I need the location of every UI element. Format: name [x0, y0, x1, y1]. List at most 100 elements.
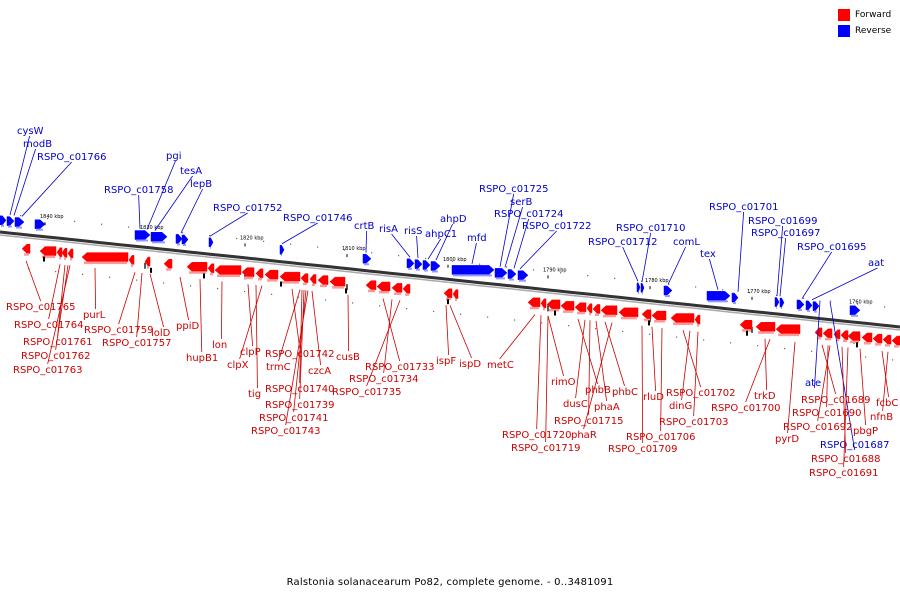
- forward-gene-label: ppiD: [176, 321, 199, 332]
- forward-gene-shadow: [843, 339, 847, 343]
- grid-dot: [244, 290, 246, 293]
- reverse-gene-shadow: [638, 291, 639, 294]
- forward-leader-line: [817, 345, 831, 422]
- forward-leader-line: [285, 290, 309, 426]
- reverse-gene: [494, 268, 508, 278]
- forward-gene-label: czcA: [308, 366, 331, 377]
- forward-gene-shadow: [817, 336, 821, 340]
- grid-dot: [101, 223, 103, 225]
- reverse-leader-line: [416, 235, 419, 259]
- forward-gene: [21, 243, 31, 254]
- reverse-gene-label: RSPO_c01695: [797, 242, 867, 253]
- reverse-gene: [805, 300, 813, 311]
- reverse-gene-label: RSPO_c01746: [283, 213, 353, 224]
- position-marker: [203, 273, 205, 279]
- forward-gene-label: lolD: [151, 328, 171, 339]
- reverse-leader-line: [9, 135, 30, 216]
- forward-leader-line: [247, 284, 253, 347]
- forward-leader-line: [588, 320, 591, 416]
- forward-leader-line: [575, 319, 586, 399]
- forward-gene: [739, 319, 753, 330]
- reverse-gene: [779, 297, 785, 308]
- grid-dot: [182, 232, 184, 234]
- reverse-gene-shadow: [177, 243, 180, 246]
- grid-dot: [857, 303, 859, 305]
- forward-gene-shadow: [836, 338, 839, 342]
- forward-gene-shadow: [320, 284, 327, 288]
- grid-dot: [514, 319, 516, 321]
- forward-leader-line: [843, 347, 849, 468]
- forward-gene-shadow: [549, 308, 559, 312]
- forward-gene-label: clpX: [227, 360, 249, 371]
- forward-gene-shadow: [543, 307, 545, 311]
- forward-gene: [163, 258, 173, 269]
- reverse-gene: [774, 297, 780, 307]
- forward-gene-shadow: [644, 318, 650, 322]
- forward-gene-label: RSPO_c01702: [666, 388, 736, 399]
- forward-gene: [891, 335, 900, 346]
- reverse-gene-label: pgi: [166, 151, 181, 162]
- forward-leader-line: [57, 264, 66, 337]
- reverse-leader-line: [519, 230, 557, 270]
- reverse-leader-line: [622, 246, 639, 282]
- forward-leader-line: [641, 325, 644, 444]
- forward-gene: [847, 331, 861, 341]
- forward-gene-shadow: [332, 286, 344, 289]
- grid-dot: [649, 333, 651, 335]
- forward-gene-label: RSPO_c01709: [608, 444, 678, 455]
- forward-leader-line: [255, 285, 258, 389]
- grid-dot: [74, 220, 76, 223]
- forward-gene-label: phbB: [585, 385, 611, 396]
- forward-gene-shadow: [563, 310, 573, 313]
- grid-dot: [560, 272, 562, 274]
- forward-leader-line: [826, 345, 829, 408]
- reverse-gene-label: RSPO_c01701: [709, 202, 779, 213]
- forward-leader-line: [311, 290, 321, 366]
- reverse-gene-shadow: [136, 239, 148, 242]
- reverse-gene-label: RSPO_c01722: [522, 221, 592, 232]
- grid-dot: [433, 310, 435, 313]
- reverse-leader-line: [513, 218, 530, 269]
- grid-dot: [398, 255, 400, 257]
- forward-swatch: [838, 9, 850, 21]
- forward-leader-line: [383, 299, 393, 374]
- grid-dot: [757, 345, 759, 347]
- grid-dot: [533, 269, 535, 271]
- reverse-gene: [14, 217, 25, 227]
- forward-gene: [365, 280, 377, 290]
- grid-dot: [47, 217, 49, 220]
- reverse-gene-label: mfd: [467, 233, 487, 244]
- reverse-leader-line: [154, 175, 193, 231]
- reverse-leader-line: [709, 258, 719, 290]
- reverse-gene: [517, 270, 529, 280]
- reverse-leader-line: [21, 161, 72, 217]
- position-marker: [345, 288, 347, 294]
- reverse-gene: [414, 259, 423, 269]
- reverse-leader-line: [801, 251, 832, 299]
- forward-gene-shadow: [189, 271, 206, 274]
- forward-gene-label: RSPO_c01762: [21, 351, 91, 362]
- forward-gene-label: RSPO_c01739: [265, 400, 335, 411]
- grid-dot: [506, 266, 508, 268]
- grid-dot: [20, 215, 22, 217]
- forward-gene-shadow: [282, 281, 299, 284]
- reverse-gene-label: RSPO_c01699: [748, 216, 818, 227]
- reverse-gene-shadow: [183, 244, 186, 247]
- forward-gene: [329, 276, 346, 287]
- reverse-gene-label: RSPO_c01766: [37, 152, 107, 163]
- reverse-gene-shadow: [453, 274, 492, 277]
- forward-leader-line: [291, 288, 301, 349]
- reverse-gene-shadow: [281, 254, 282, 257]
- forward-gene-label: RSPO_c01689: [801, 395, 871, 406]
- forward-gene: [402, 284, 411, 294]
- forward-gene-label: nfnB: [870, 412, 893, 423]
- reverse-gene-shadow: [776, 306, 777, 309]
- reverse-gene-label: RSPO_c01725: [479, 184, 549, 195]
- grid-dot: [830, 300, 832, 302]
- reverse-gene-label: ahpD: [440, 214, 467, 225]
- grid-dot: [379, 305, 381, 307]
- reverse-gene-shadow: [642, 292, 643, 295]
- position-marker: [856, 342, 858, 348]
- forward-gene-label: fcbC: [876, 398, 898, 409]
- forward-leader-line: [179, 276, 189, 321]
